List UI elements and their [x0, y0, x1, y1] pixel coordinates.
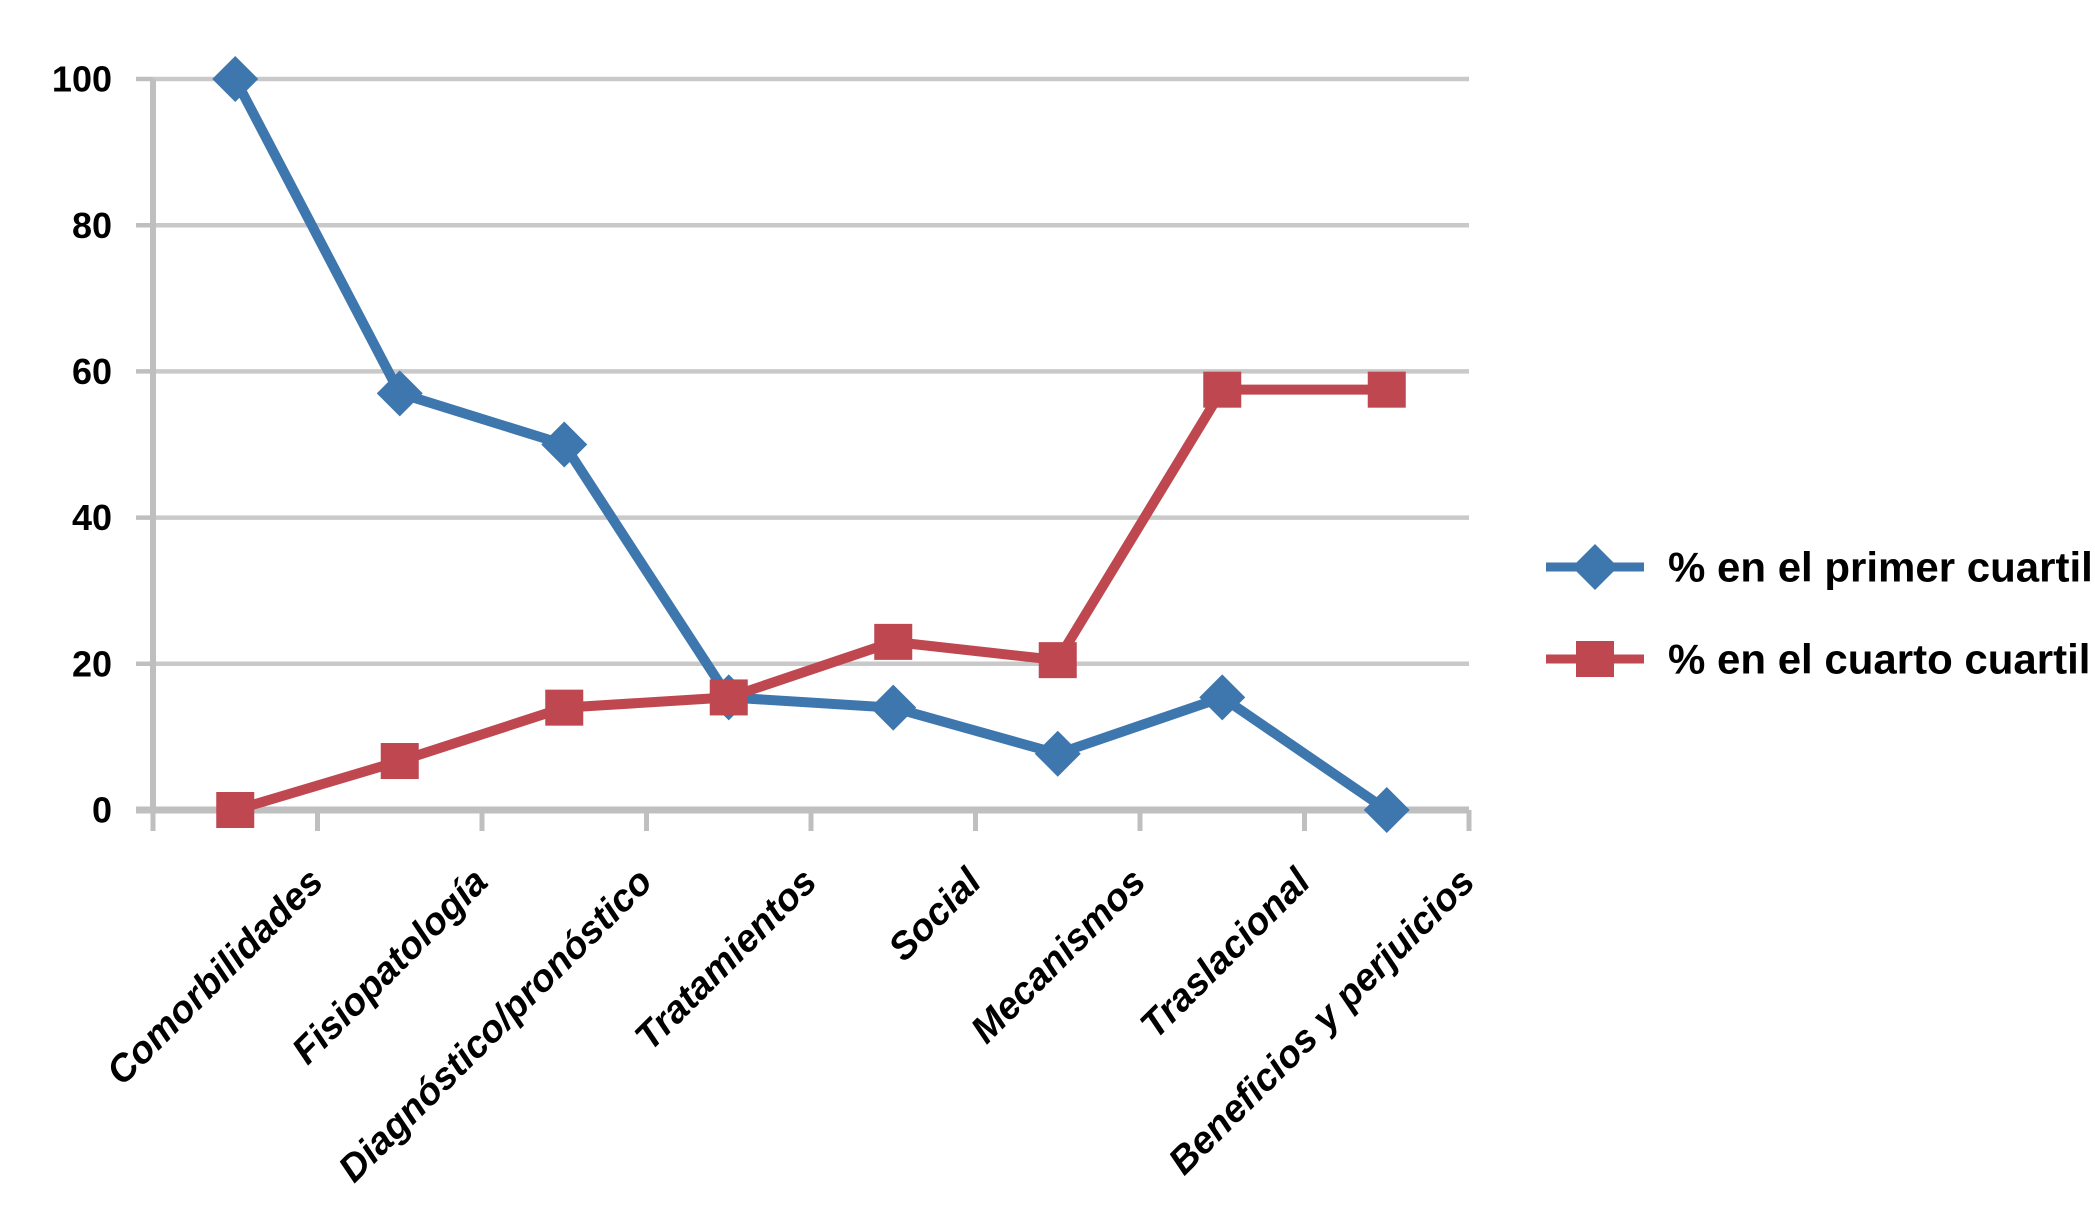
x-axis-label-6: Mecanismos: [963, 861, 1154, 1052]
x-axis-label-3: Diagnóstico/pronóstico: [331, 861, 661, 1191]
square-marker: [545, 689, 584, 726]
legend-label-cuarto-cuartil: % en el cuarto cuartil: [1668, 636, 2090, 683]
diamond-marker: [1199, 674, 1246, 721]
series-line-1: [230, 74, 1392, 815]
square-marker: [380, 743, 419, 780]
y-axis-label-80: 80: [72, 205, 112, 246]
square-marker: [1203, 371, 1242, 408]
diamond-marker: [541, 421, 588, 468]
data-series: [212, 56, 1410, 833]
x-axis-labels: ComorbilidadesFisiopatologíaDiagnóstico/…: [99, 860, 1483, 1191]
diamond-marker: [212, 56, 259, 102]
y-axis-label-40: 40: [72, 497, 112, 538]
diamond-marker: [1034, 730, 1081, 777]
x-axis-label-5: Social: [881, 860, 991, 970]
y-axis-labels: 0 20 40 60 80 100: [52, 59, 112, 831]
x-axis-label-7: Traslacional: [1133, 860, 1320, 1047]
legend-diamond-icon: [1572, 544, 1618, 590]
square-marker: [709, 679, 748, 716]
series-2: [216, 371, 1406, 828]
legend-item-primer-cuartil: % en el primer cuartil: [1546, 544, 2093, 591]
legend-square-icon: [1576, 641, 1614, 677]
square-marker: [216, 792, 255, 828]
y-axis-label-20: 20: [72, 643, 112, 684]
legend: % en el primer cuartil % en el cuarto cu…: [1546, 544, 2093, 683]
y-axis-label-0: 0: [92, 790, 112, 831]
x-axis-label-8: Beneficios y perjuicios: [1161, 861, 1483, 1183]
diamond-marker: [376, 370, 423, 417]
square-marker: [1038, 642, 1077, 679]
gridlines: [136, 76, 1469, 813]
legend-item-cuarto-cuartil: % en el cuarto cuartil: [1546, 636, 2090, 683]
series-line-2: [230, 384, 1392, 815]
axes: [136, 79, 1472, 831]
square-marker: [1367, 371, 1406, 408]
series-1: [212, 56, 1410, 833]
diamond-marker: [1363, 787, 1410, 833]
diamond-marker: [870, 684, 917, 731]
legend-label-primer-cuartil: % en el primer cuartil: [1668, 544, 2093, 591]
x-axis-label-1: Comorbilidades: [99, 861, 332, 1094]
y-axis-label-100: 100: [52, 59, 112, 100]
square-marker: [874, 623, 913, 660]
y-axis-label-60: 60: [72, 351, 112, 392]
